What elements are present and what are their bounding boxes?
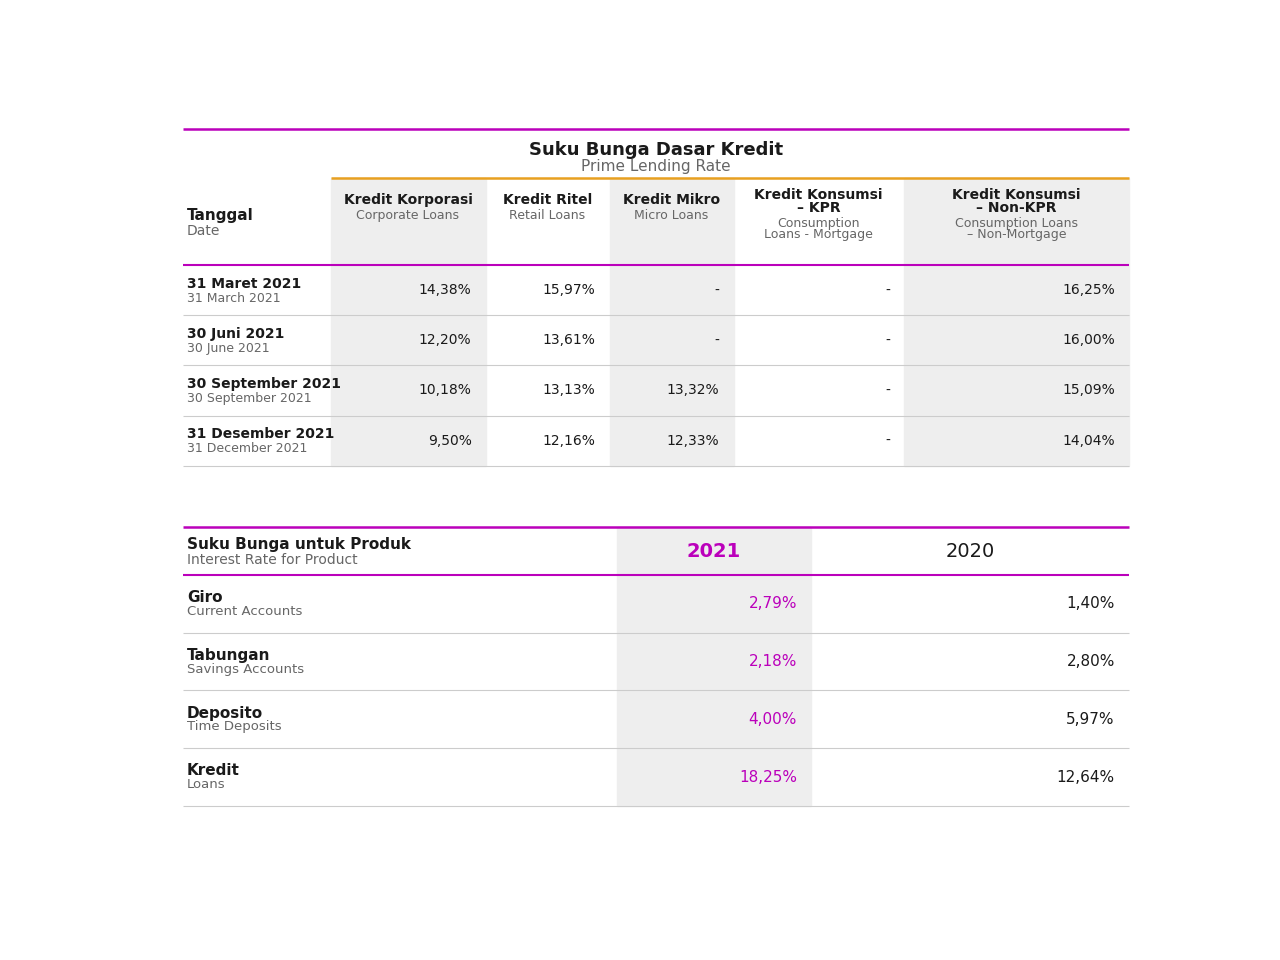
Bar [330,265,485,316]
Text: – KPR: – KPR [797,201,841,215]
Text: Loans - Mortgage: Loans - Mortgage [764,228,873,241]
Text: 12,20%: 12,20% [419,333,471,348]
Text: Micro Loans: Micro Loans [635,209,709,222]
Text: Suku Bunga Dasar Kredit: Suku Bunga Dasar Kredit [529,141,783,158]
Text: Kredit Konsumsi: Kredit Konsumsi [952,188,1080,203]
Text: Consumption Loans: Consumption Loans [955,217,1078,229]
Text: 15,09%: 15,09% [1062,383,1115,397]
Text: 12,64%: 12,64% [1057,770,1115,784]
Text: -: - [886,333,890,348]
Text: 30 June 2021: 30 June 2021 [187,342,270,354]
Text: 2020: 2020 [945,542,995,562]
Text: 13,32%: 13,32% [667,383,719,397]
Text: 30 Juni 2021: 30 Juni 2021 [187,327,284,341]
Bar [609,179,733,265]
Text: 2,80%: 2,80% [1066,654,1115,669]
Text: 4,00%: 4,00% [749,711,797,727]
Bar [904,179,1129,265]
Text: Suku Bunga untuk Produk: Suku Bunga untuk Produk [187,537,411,552]
Text: Date: Date [187,224,220,238]
Text: – Non-Mortgage: – Non-Mortgage [966,228,1066,241]
Bar [609,416,733,466]
Text: Loans: Loans [187,779,225,791]
Text: 14,04%: 14,04% [1062,434,1115,447]
Text: Prime Lending Rate: Prime Lending Rate [581,159,731,175]
Text: 30 September 2021: 30 September 2021 [187,377,342,392]
Text: 31 March 2021: 31 March 2021 [187,292,280,304]
Text: 16,25%: 16,25% [1062,283,1115,298]
Bar [609,316,733,366]
Text: 13,61%: 13,61% [543,333,595,348]
Text: 31 Desember 2021: 31 Desember 2021 [187,427,334,442]
Text: Time Deposits: Time Deposits [187,720,282,733]
Bar [904,316,1129,366]
Text: Kredit Konsumsi: Kredit Konsumsi [754,188,883,203]
Text: 13,13%: 13,13% [543,383,595,397]
Text: Corporate Loans: Corporate Loans [357,209,460,222]
Text: Retail Loans: Retail Loans [509,209,585,222]
Bar [617,633,812,690]
Text: 30 September 2021: 30 September 2021 [187,392,312,405]
Text: Kredit: Kredit [187,763,241,779]
Text: Deposito: Deposito [187,706,264,721]
Text: 15,97%: 15,97% [543,283,595,298]
Text: -: - [886,283,890,298]
Text: Tabungan: Tabungan [187,648,270,662]
Bar [617,575,812,633]
Text: Current Accounts: Current Accounts [187,605,302,618]
Bar [330,366,485,416]
Bar [330,179,485,265]
Text: 18,25%: 18,25% [739,770,797,784]
Text: Kredit Ritel: Kredit Ritel [503,193,593,207]
Text: 12,33%: 12,33% [667,434,719,447]
Text: Kredit Korporasi: Kredit Korporasi [343,193,472,207]
Text: Interest Rate for Product: Interest Rate for Product [187,553,357,567]
Text: 16,00%: 16,00% [1062,333,1115,348]
Text: -: - [886,434,890,447]
Bar [904,265,1129,316]
Text: 12,16%: 12,16% [543,434,595,447]
Bar [617,748,812,805]
Bar [904,366,1129,416]
Text: Consumption: Consumption [777,217,860,229]
Bar [330,316,485,366]
Text: 2,79%: 2,79% [749,596,797,612]
Bar [617,527,812,575]
Text: 31 December 2021: 31 December 2021 [187,442,307,455]
Text: – Non-KPR: – Non-KPR [977,201,1056,215]
Text: Giro: Giro [187,590,223,605]
Text: 5,97%: 5,97% [1066,711,1115,727]
Bar [609,366,733,416]
Text: 1,40%: 1,40% [1066,596,1115,612]
Text: Kredit Mikro: Kredit Mikro [623,193,721,207]
Text: 10,18%: 10,18% [419,383,471,397]
Text: 2021: 2021 [687,542,741,562]
Bar [330,416,485,466]
Text: 2,18%: 2,18% [749,654,797,669]
Text: 31 Maret 2021: 31 Maret 2021 [187,277,301,291]
Text: -: - [714,333,719,348]
Bar [904,416,1129,466]
Text: Savings Accounts: Savings Accounts [187,662,305,676]
Text: Tanggal: Tanggal [187,208,253,223]
Text: 9,50%: 9,50% [428,434,471,447]
Text: -: - [714,283,719,298]
Bar [609,265,733,316]
Text: -: - [886,383,890,397]
Bar [617,690,812,748]
Text: 14,38%: 14,38% [419,283,471,298]
